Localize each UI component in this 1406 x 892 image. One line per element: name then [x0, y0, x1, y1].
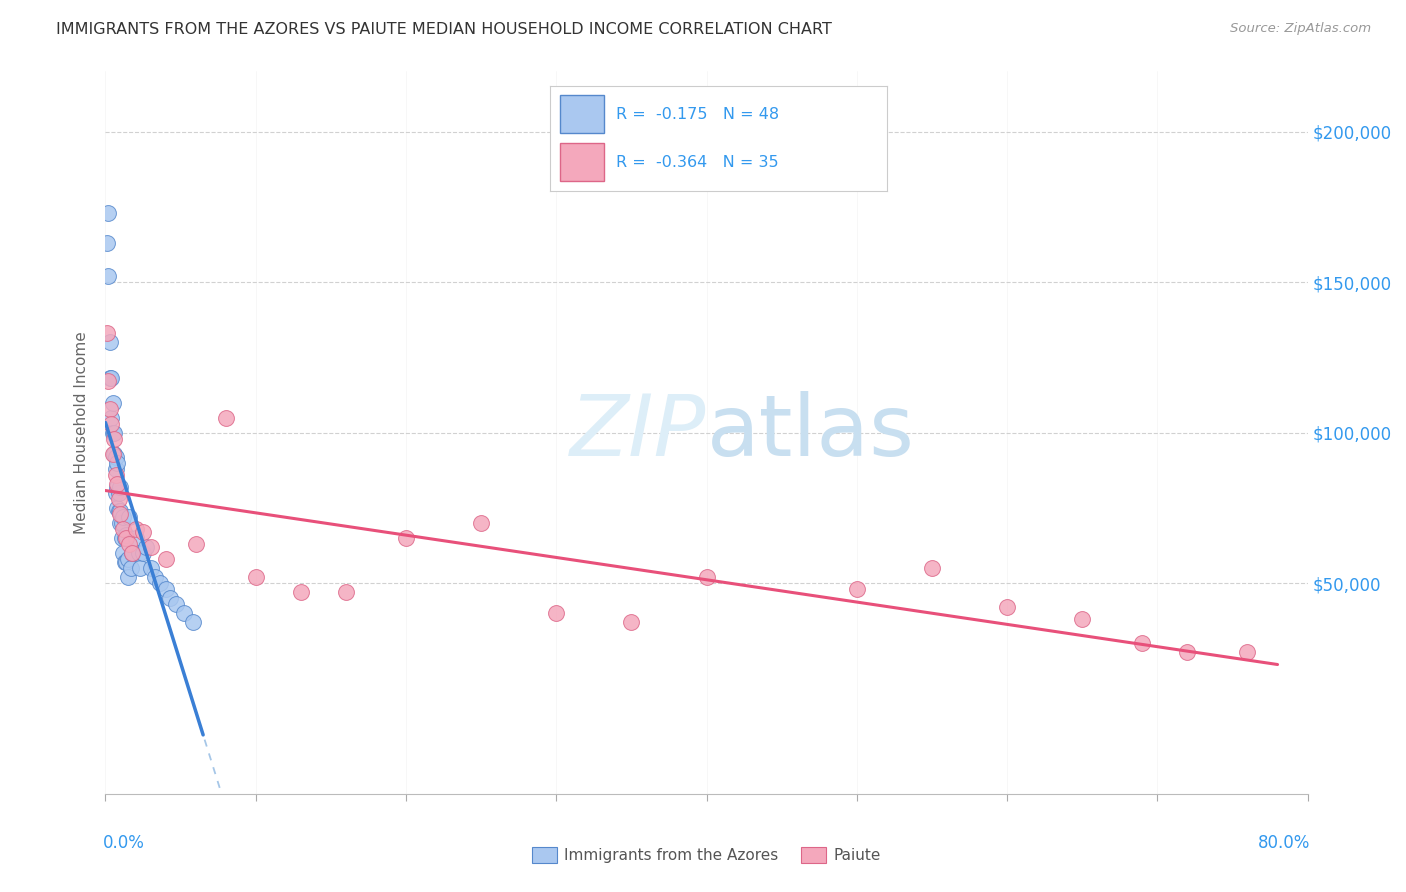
Point [111, 516, 134, 530]
Point [335, 585, 357, 599]
Point [114, 555, 136, 569]
Point [139, 540, 162, 554]
Text: IMMIGRANTS FROM THE AZORES VS PAIUTE MEDIAN HOUSEHOLD INCOME CORRELATION CHART: IMMIGRANTS FROM THE AZORES VS PAIUTE MED… [56, 22, 832, 37]
Point [104, 450, 127, 464]
Point [1175, 645, 1198, 659]
Point [98, 335, 121, 350]
Point [112, 510, 135, 524]
Point [104, 462, 127, 476]
Point [108, 491, 131, 506]
Point [120, 561, 142, 575]
Point [96, 235, 118, 250]
Point [98, 401, 121, 416]
Point [995, 600, 1018, 615]
Point [107, 480, 129, 494]
Point [1236, 645, 1258, 659]
Point [184, 537, 207, 551]
Point [110, 507, 132, 521]
Point [165, 597, 187, 611]
Point [115, 528, 138, 542]
Point [115, 531, 138, 545]
Point [101, 425, 124, 440]
Point [121, 546, 143, 560]
Point [107, 500, 129, 515]
Point [117, 570, 139, 584]
Point [181, 615, 204, 630]
Point [112, 522, 135, 536]
Point [103, 432, 125, 446]
Point [108, 504, 131, 518]
Point [98, 371, 121, 385]
Point [470, 516, 492, 530]
Text: 0.0%: 0.0% [103, 834, 145, 852]
Point [100, 410, 122, 425]
Point [128, 546, 150, 560]
Point [97, 269, 120, 284]
Text: 80.0%: 80.0% [1257, 834, 1310, 852]
Point [108, 485, 131, 500]
Point [101, 447, 124, 461]
Point [107, 476, 129, 491]
Point [112, 546, 135, 560]
Point [118, 510, 141, 524]
Point [132, 546, 155, 560]
Y-axis label: Median Household Income: Median Household Income [75, 331, 90, 534]
Text: Source: ZipAtlas.com: Source: ZipAtlas.com [1230, 22, 1371, 36]
Point [135, 540, 157, 554]
Point [620, 615, 643, 630]
Point [143, 570, 166, 584]
Point [214, 410, 236, 425]
Text: ZIP: ZIP [571, 391, 707, 475]
Point [139, 561, 162, 575]
Point [103, 425, 125, 440]
Point [117, 552, 139, 566]
Point [100, 371, 122, 385]
Point [696, 570, 718, 584]
Point [110, 480, 132, 494]
Point [97, 206, 120, 220]
Point [132, 524, 155, 539]
Point [845, 582, 868, 596]
Point [104, 467, 127, 482]
Point [129, 561, 152, 575]
Point [121, 546, 143, 560]
Point [107, 456, 129, 470]
Legend: Immigrants from the Azores, Paiute: Immigrants from the Azores, Paiute [526, 841, 887, 870]
Point [97, 375, 120, 389]
Point [395, 531, 418, 545]
Point [110, 504, 132, 518]
Point [290, 585, 312, 599]
Point [103, 447, 125, 461]
Point [111, 531, 134, 545]
Point [245, 570, 267, 584]
Point [921, 561, 943, 575]
Point [104, 485, 127, 500]
Point [124, 531, 146, 545]
Point [115, 555, 138, 569]
Point [546, 607, 568, 621]
Point [155, 582, 177, 596]
Point [118, 537, 141, 551]
Point [96, 326, 118, 341]
Point [148, 576, 170, 591]
Point [101, 395, 124, 409]
Point [124, 522, 146, 536]
Point [114, 531, 136, 545]
Point [1130, 636, 1153, 650]
Point [159, 591, 181, 606]
Point [100, 417, 122, 431]
Point [1071, 612, 1094, 626]
Text: atlas: atlas [707, 391, 914, 475]
Point [155, 552, 177, 566]
Point [110, 516, 132, 530]
Point [173, 607, 195, 621]
